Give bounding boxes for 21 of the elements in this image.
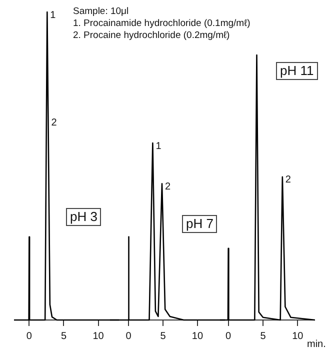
x-tick-label: 10 xyxy=(92,330,104,342)
annotation: pH 3 xyxy=(66,208,102,226)
annotation: 1. Procainamide hydrochloride (0.1mg/mℓ) xyxy=(73,18,250,30)
annotation: pH 11 xyxy=(276,62,318,80)
x-tick-label: 0 xyxy=(225,330,232,342)
x-tick-label: 5 xyxy=(60,330,67,342)
annotation: pH 7 xyxy=(182,215,218,233)
x-tick-label: 10 xyxy=(192,330,204,342)
annotation: 2 xyxy=(285,174,292,186)
x-tick-label: 0 xyxy=(126,330,132,342)
x-tick-label: 5 xyxy=(160,330,167,342)
annotation: 2 xyxy=(51,118,58,129)
annotation: 2. Procaine hydrochloride (0.2mg/mℓ) xyxy=(73,30,231,42)
x-tick-label: 10 xyxy=(292,330,304,342)
x-tick-label: 0 xyxy=(26,330,32,342)
annotation: 2 xyxy=(165,181,172,192)
annotation: 1 xyxy=(156,140,162,152)
x-axis-title: min. xyxy=(307,339,326,350)
annotation: Sample: 10μl xyxy=(73,6,130,18)
x-tick-label: 5 xyxy=(260,330,266,342)
annotation: 1 xyxy=(50,10,56,21)
